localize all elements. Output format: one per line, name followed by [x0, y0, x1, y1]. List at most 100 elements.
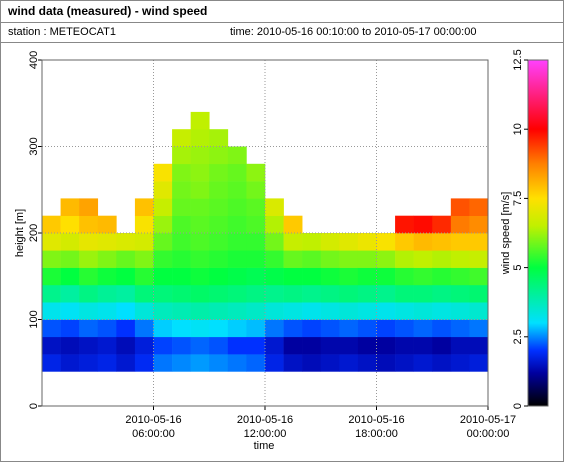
- heat-cell: [265, 302, 284, 320]
- plot-border: [41, 59, 489, 407]
- heat-cell: [227, 250, 247, 268]
- heat-cell: [320, 267, 340, 286]
- y-axis-label: height [m]: [14, 209, 26, 257]
- heat-cell: [97, 215, 117, 234]
- heat-cell: [395, 284, 414, 303]
- heat-cell: [469, 319, 489, 338]
- heat-cell: [302, 336, 322, 355]
- heat-cell: [395, 267, 414, 286]
- heat-cell: [42, 336, 61, 355]
- heat-cell: [246, 163, 266, 182]
- heat-cell: [246, 267, 266, 286]
- heat-cell: [209, 250, 229, 268]
- heat-cell: [283, 233, 303, 251]
- heat-cell: [60, 336, 80, 355]
- heat-cell: [283, 336, 303, 355]
- heat-cell: [42, 267, 61, 286]
- heat-cell: [134, 198, 154, 216]
- heat-cell: [246, 198, 266, 216]
- heat-cell: [190, 319, 210, 338]
- heat-cell: [209, 233, 229, 251]
- heat-cell: [357, 302, 377, 320]
- heat-cell: [79, 267, 99, 286]
- heat-cell: [450, 302, 470, 320]
- heat-cell: [79, 233, 99, 251]
- heat-cell: [265, 198, 284, 216]
- heat-cell: [190, 215, 210, 234]
- heat-cell: [450, 267, 470, 286]
- heat-cell: [432, 284, 452, 303]
- heat-cell: [97, 302, 117, 320]
- heat-cell: [339, 233, 359, 251]
- heat-cell: [357, 250, 377, 268]
- heat-cell: [265, 319, 284, 338]
- heat-cell: [283, 215, 303, 234]
- heat-cell: [227, 302, 247, 320]
- heat-cell: [209, 146, 229, 165]
- y-tick-label: 0: [28, 403, 40, 409]
- heat-cell: [320, 354, 340, 372]
- heat-cell: [432, 267, 452, 286]
- heat-cell: [450, 336, 470, 355]
- heat-cell: [172, 233, 191, 251]
- heat-cell: [432, 336, 452, 355]
- heat-cell: [395, 336, 414, 355]
- heat-cell: [153, 336, 173, 355]
- heat-cell: [413, 354, 433, 372]
- heat-cell: [153, 302, 173, 320]
- heat-cell: [432, 215, 452, 234]
- heat-cell: [190, 302, 210, 320]
- heat-cell: [246, 284, 266, 303]
- heat-cell: [265, 284, 284, 303]
- heat-cell: [320, 319, 340, 338]
- heat-cell: [376, 233, 396, 251]
- heat-cell: [209, 319, 229, 338]
- heat-cell: [302, 233, 322, 251]
- heat-cell: [172, 354, 191, 372]
- x-tick-label: 2010-05-16: [237, 414, 293, 426]
- heat-cell: [97, 267, 117, 286]
- heat-cell: [172, 215, 191, 234]
- heat-cell: [209, 284, 229, 303]
- heat-cell: [153, 215, 173, 234]
- heat-cell: [413, 284, 433, 303]
- heat-cell: [60, 284, 80, 303]
- y-tick-label: 100: [28, 310, 40, 328]
- chart-title: wind data (measured) - wind speed: [7, 4, 207, 18]
- heat-cell: [209, 215, 229, 234]
- x-tick-label: 12:00:00: [244, 428, 287, 440]
- heat-cell: [172, 198, 191, 216]
- heat-cell: [246, 233, 266, 251]
- heat-cell: [79, 215, 99, 234]
- heat-cell: [79, 302, 99, 320]
- heat-cell: [357, 233, 377, 251]
- heat-cell: [116, 250, 136, 268]
- heat-cell: [265, 267, 284, 286]
- colorbar: [527, 59, 549, 407]
- x-tick-label: 2010-05-17: [460, 414, 516, 426]
- heat-cell: [153, 181, 173, 199]
- heat-cell: [265, 215, 284, 234]
- heat-cell: [134, 319, 154, 338]
- heat-cell: [283, 319, 303, 338]
- heat-cell: [227, 215, 247, 234]
- heat-cell: [283, 354, 303, 372]
- heat-cell: [469, 284, 489, 303]
- heat-cell: [413, 302, 433, 320]
- x-tick-label: 2010-05-16: [125, 414, 181, 426]
- heat-cell: [339, 284, 359, 303]
- heat-cell: [172, 336, 191, 355]
- heat-cell: [134, 215, 154, 234]
- heat-cell: [42, 284, 61, 303]
- heat-cell: [357, 336, 377, 355]
- heat-cell: [302, 284, 322, 303]
- heat-cell: [116, 336, 136, 355]
- heat-cell: [227, 146, 247, 165]
- heat-cell: [190, 233, 210, 251]
- heat-cell: [320, 284, 340, 303]
- heat-cell: [190, 181, 210, 199]
- heat-cell: [413, 319, 433, 338]
- heat-cell: [450, 284, 470, 303]
- heat-cell: [172, 319, 191, 338]
- heat-cell: [190, 146, 210, 165]
